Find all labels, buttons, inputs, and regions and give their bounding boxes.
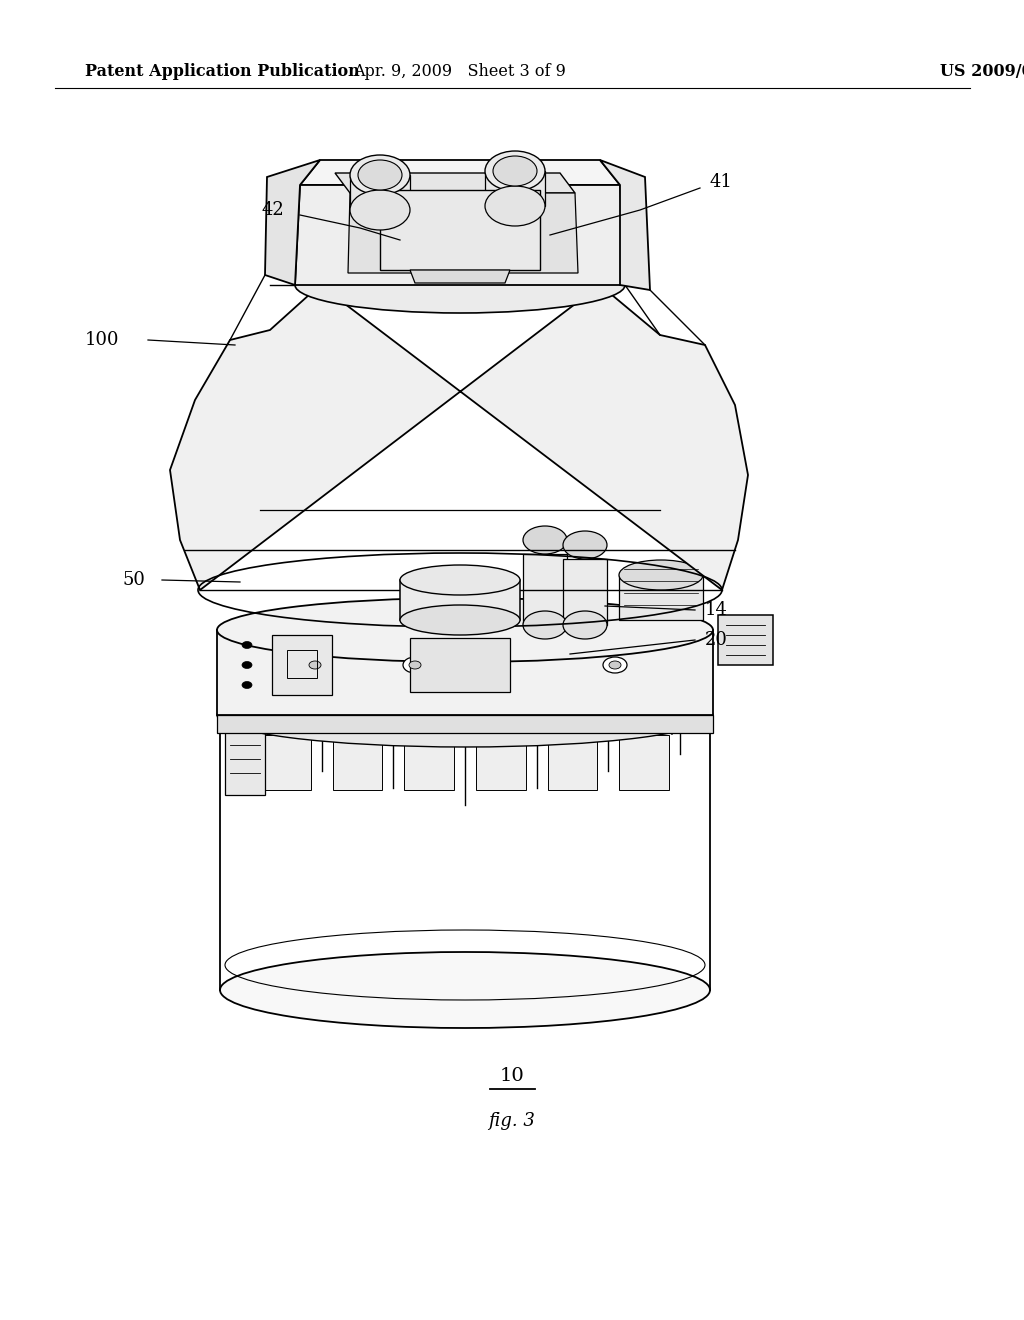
Text: 20: 20 [705, 631, 728, 649]
Polygon shape [295, 185, 625, 285]
Text: 42: 42 [262, 201, 285, 219]
Ellipse shape [603, 657, 627, 673]
Polygon shape [618, 576, 703, 620]
Polygon shape [410, 271, 510, 282]
Polygon shape [265, 160, 319, 285]
Text: 50: 50 [122, 572, 144, 589]
Polygon shape [225, 730, 265, 795]
Ellipse shape [303, 657, 327, 673]
Polygon shape [380, 190, 540, 271]
Polygon shape [523, 554, 567, 624]
Polygon shape [170, 285, 748, 590]
Ellipse shape [242, 681, 252, 689]
Ellipse shape [523, 611, 567, 639]
Ellipse shape [350, 190, 410, 230]
Ellipse shape [295, 257, 625, 313]
Ellipse shape [609, 661, 621, 669]
Polygon shape [348, 193, 578, 273]
Ellipse shape [485, 150, 545, 191]
Polygon shape [350, 176, 410, 210]
Text: 14: 14 [705, 601, 728, 619]
Text: fig. 3: fig. 3 [488, 1111, 536, 1130]
Polygon shape [548, 735, 597, 789]
Ellipse shape [563, 611, 607, 639]
Ellipse shape [523, 525, 567, 554]
Polygon shape [485, 172, 545, 206]
Ellipse shape [563, 531, 607, 558]
Text: Apr. 9, 2009   Sheet 3 of 9: Apr. 9, 2009 Sheet 3 of 9 [353, 63, 566, 81]
Ellipse shape [358, 160, 402, 190]
Text: 10: 10 [500, 1067, 524, 1085]
Polygon shape [410, 638, 510, 692]
Polygon shape [400, 579, 520, 620]
Ellipse shape [217, 598, 713, 663]
Polygon shape [333, 735, 382, 789]
Ellipse shape [220, 663, 710, 738]
Polygon shape [261, 735, 310, 789]
Ellipse shape [242, 642, 252, 648]
Ellipse shape [309, 661, 321, 669]
Text: 100: 100 [85, 331, 120, 348]
Polygon shape [718, 615, 773, 665]
Polygon shape [600, 160, 650, 290]
Ellipse shape [350, 154, 410, 195]
Polygon shape [300, 160, 620, 185]
Polygon shape [404, 735, 454, 789]
Text: US 2009/0091218 A1: US 2009/0091218 A1 [940, 63, 1024, 81]
Polygon shape [217, 630, 713, 715]
Ellipse shape [618, 560, 703, 590]
Ellipse shape [403, 657, 427, 673]
Ellipse shape [485, 186, 545, 226]
Polygon shape [476, 735, 525, 789]
Ellipse shape [493, 156, 537, 186]
Ellipse shape [242, 661, 252, 668]
Ellipse shape [400, 565, 520, 595]
Ellipse shape [217, 682, 713, 747]
Polygon shape [563, 558, 607, 624]
Polygon shape [335, 173, 575, 193]
Text: 41: 41 [710, 173, 733, 191]
Ellipse shape [409, 661, 421, 669]
Polygon shape [620, 735, 669, 789]
Ellipse shape [220, 952, 710, 1028]
Polygon shape [217, 715, 713, 733]
Polygon shape [272, 635, 332, 696]
Ellipse shape [400, 605, 520, 635]
Text: Patent Application Publication: Patent Application Publication [85, 63, 359, 81]
